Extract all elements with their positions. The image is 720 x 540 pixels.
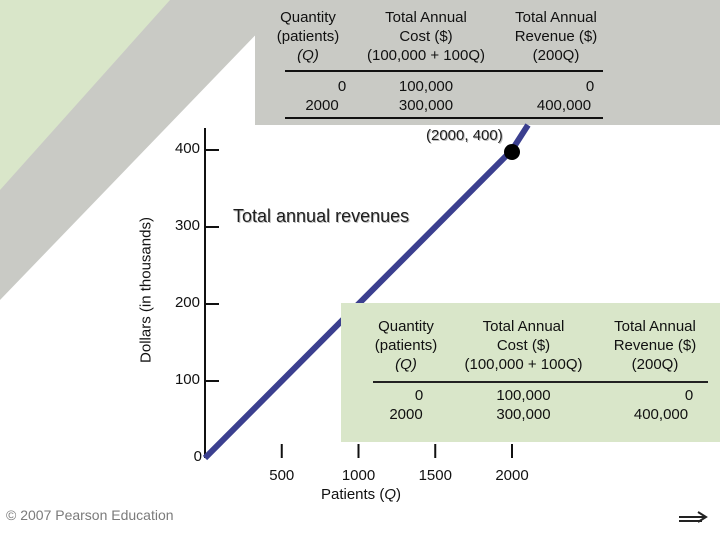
- top-header-quantity: Quantity (patients) (Q): [258, 8, 358, 65]
- lower-header-quantity-line3: (Q): [395, 356, 417, 373]
- x-tick-label: 1000: [341, 467, 376, 484]
- y-axis-label: Dollars (in thousands): [137, 217, 155, 363]
- x-tick-label: 1500: [418, 467, 452, 484]
- x-tick-label: 500: [269, 467, 295, 484]
- lower-header-revenue-line1: Total Annual: [614, 318, 696, 335]
- top-header-quantity-line2: (patients): [276, 28, 340, 45]
- left-decor-green: [0, 0, 170, 190]
- lower-header-cost: Total Annual Cost ($) (100,000 + 100Q): [456, 317, 591, 374]
- y-tick-label: 400: [174, 140, 200, 157]
- annotation-total-annual-revenues: Total annual revenues: [233, 206, 410, 226]
- data-point-2000-400: [504, 144, 520, 160]
- top-row-quantity: 0 2000: [272, 77, 372, 115]
- top-header-revenue: Total Annual Revenue ($) (200Q): [496, 8, 616, 65]
- y-tick-label: 100: [174, 371, 200, 388]
- lower-cell-rev-1: 400,000: [633, 406, 689, 423]
- lower-header-revenue-line3: (200Q): [631, 356, 679, 373]
- top-header-cost-line1: Total Annual: [385, 9, 467, 26]
- top-header-revenue-line3: (200Q): [532, 47, 580, 64]
- top-cell-cost-0: 100,000: [398, 78, 454, 95]
- top-cell-cost-1: 300,000: [398, 97, 454, 114]
- top-table-rule-2: [285, 117, 603, 119]
- lower-table: Quantity (patients) (Q) Total Annual Cos…: [341, 303, 720, 442]
- top-table-rule-1: [285, 70, 603, 72]
- top-row-revenue: 0 400,000: [504, 77, 624, 115]
- lower-header-quantity-line2: (patients): [374, 337, 438, 354]
- x-axis-label-q: Q: [384, 486, 397, 503]
- top-header-quantity-line1: Quantity: [280, 9, 336, 26]
- lower-header-quantity-line1: Quantity: [378, 318, 434, 335]
- lower-header-cost-line1: Total Annual: [482, 318, 565, 335]
- lower-table-rule: [373, 381, 708, 383]
- lower-cell-rev-0: 0: [684, 387, 694, 404]
- top-header-cost: Total Annual Cost ($) (100,000 + 100Q): [356, 8, 496, 65]
- top-table-panel: [255, 0, 720, 125]
- x-axis-label-text: Patients (Q): [320, 486, 402, 503]
- lower-header-cost-line3: (100,000 + 100Q): [464, 356, 583, 373]
- lower-row-quantity: 0 2000: [371, 386, 441, 424]
- lower-header-cost-line2: Cost ($): [496, 337, 551, 354]
- top-cell-rev-1: 400,000: [536, 97, 592, 114]
- x-tick-label: 2000: [495, 467, 529, 484]
- top-cell-q-0: 0: [337, 78, 347, 95]
- y-tick-label: 0: [193, 448, 202, 465]
- lower-cell-cost-0: 100,000: [496, 387, 551, 404]
- top-header-revenue-line2: Revenue ($): [514, 28, 598, 45]
- annotation-point-2000-400: (2000, 400): [426, 127, 503, 144]
- top-header-quantity-line3: (Q): [297, 47, 319, 64]
- lower-cell-cost-1: 300,000: [496, 406, 551, 423]
- y-tick-label: 300: [174, 217, 200, 234]
- lower-cell-q-0: 0: [414, 387, 424, 404]
- lower-header-revenue: Total Annual Revenue ($) (200Q): [593, 317, 717, 374]
- top-header-cost-line3: (100,000 + 100Q): [366, 47, 485, 64]
- lower-header-revenue-line2: Revenue ($): [613, 337, 697, 354]
- top-header-revenue-line1: Total Annual: [515, 9, 597, 26]
- top-header-cost-line2: Cost ($): [399, 28, 453, 45]
- top-cell-rev-0: 0: [585, 78, 595, 95]
- arrow-right-icon[interactable]: [678, 509, 708, 525]
- x-axis-label: Patients (Q): [321, 486, 401, 503]
- copyright-text: © 2007 Pearson Education: [6, 507, 174, 523]
- top-cell-q-1: 2000: [305, 97, 339, 114]
- y-tick-label: 200: [174, 294, 200, 311]
- lower-cell-q-1: 2000: [389, 406, 423, 423]
- lower-header-quantity: Quantity (patients) (Q): [351, 317, 461, 374]
- lower-row-revenue: 0 400,000: [613, 386, 709, 424]
- top-row-cost: 100,000 300,000: [356, 77, 496, 115]
- chart-axes: [204, 128, 513, 458]
- lower-row-cost: 100,000 300,000: [456, 386, 591, 424]
